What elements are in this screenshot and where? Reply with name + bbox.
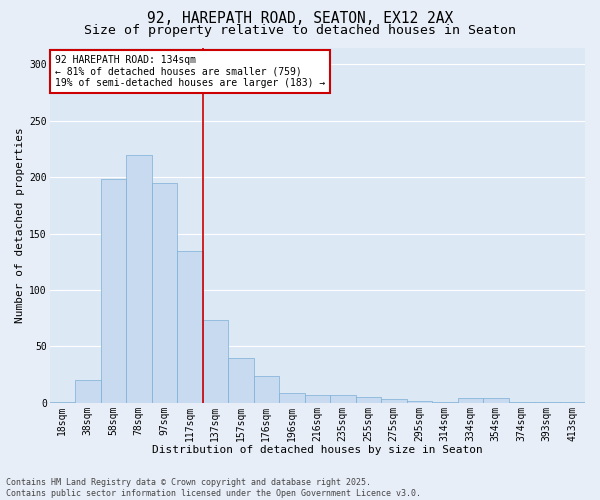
Bar [483, 398, 509, 403]
Bar [356, 397, 381, 403]
Bar [50, 402, 75, 403]
Y-axis label: Number of detached properties: Number of detached properties [15, 128, 25, 323]
Bar [330, 395, 356, 403]
Text: 92 HAREPATH ROAD: 134sqm
← 81% of detached houses are smaller (759)
19% of semi-: 92 HAREPATH ROAD: 134sqm ← 81% of detach… [55, 54, 325, 88]
Bar [458, 398, 483, 403]
Bar [305, 395, 330, 403]
X-axis label: Distribution of detached houses by size in Seaton: Distribution of detached houses by size … [152, 445, 482, 455]
Bar [177, 250, 203, 403]
Bar [101, 180, 126, 403]
Bar [152, 183, 177, 403]
Text: Size of property relative to detached houses in Seaton: Size of property relative to detached ho… [84, 24, 516, 37]
Bar [126, 154, 152, 403]
Bar [254, 376, 279, 403]
Bar [228, 358, 254, 403]
Bar [534, 402, 560, 403]
Bar [432, 402, 458, 403]
Bar [203, 320, 228, 403]
Text: 92, HAREPATH ROAD, SEATON, EX12 2AX: 92, HAREPATH ROAD, SEATON, EX12 2AX [147, 11, 453, 26]
Bar [560, 402, 585, 403]
Bar [75, 380, 101, 403]
Text: Contains HM Land Registry data © Crown copyright and database right 2025.
Contai: Contains HM Land Registry data © Crown c… [6, 478, 421, 498]
Bar [509, 402, 534, 403]
Bar [381, 400, 407, 403]
Bar [407, 400, 432, 403]
Bar [279, 392, 305, 403]
